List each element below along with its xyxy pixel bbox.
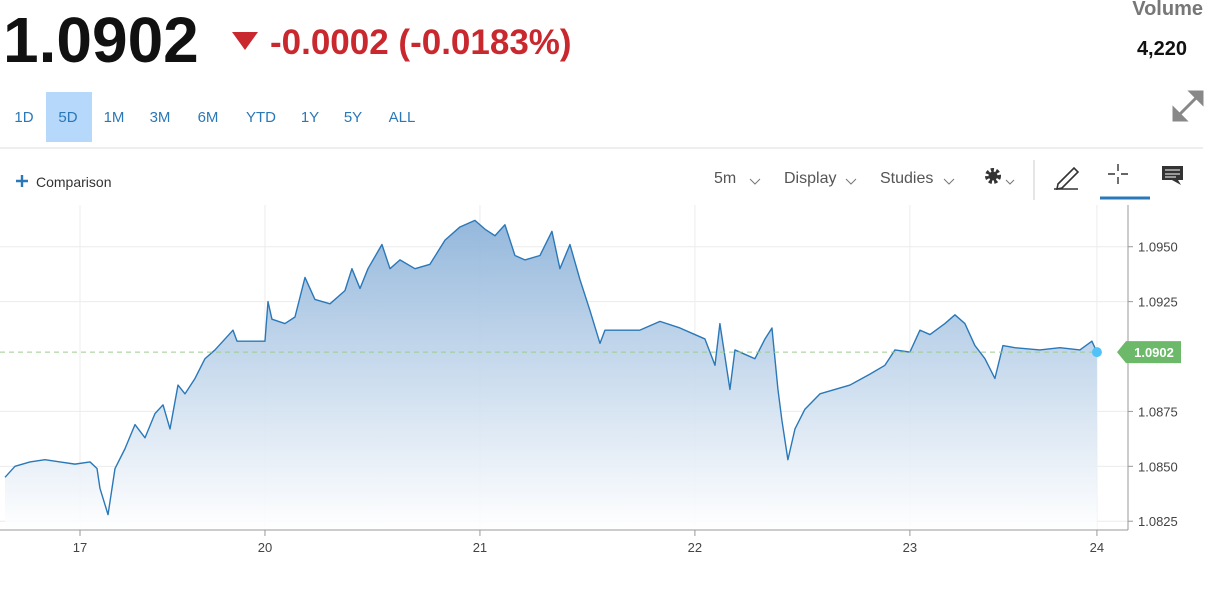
- price-line: [4, 219, 1098, 516]
- y-tick-label: 1.0925: [1138, 295, 1178, 310]
- studies-menu[interactable]: Studies: [880, 170, 955, 187]
- draw-button[interactable]: [1054, 166, 1080, 191]
- x-tick-label: 20: [258, 540, 272, 555]
- last-price-tag: [1117, 341, 1181, 364]
- range-label: 5Y: [344, 109, 362, 126]
- comparison-label: Comparison: [36, 174, 111, 190]
- range-label: 1M: [104, 109, 125, 126]
- x-tick-label: 22: [688, 540, 702, 555]
- y-tick-label: 1.0950: [1138, 240, 1178, 255]
- range-button[interactable]: 5Y: [344, 109, 362, 126]
- range-button[interactable]: 5D: [46, 92, 92, 142]
- x-tick-label: 24: [1090, 540, 1104, 555]
- chevron: [749, 178, 761, 185]
- interval-label: 5m: [714, 170, 736, 187]
- y-tick-label: 1.0875: [1138, 404, 1178, 419]
- x-tick-label: 17: [73, 540, 87, 555]
- range-button[interactable]: 6M: [198, 109, 219, 126]
- settings-button[interactable]: [985, 168, 1015, 185]
- range-button[interactable]: ALL: [389, 109, 416, 126]
- range-button[interactable]: 1D: [14, 109, 33, 126]
- x-tick-label: 21: [473, 540, 487, 555]
- range-button[interactable]: 1Y: [301, 109, 319, 126]
- range-button[interactable]: 3M: [150, 109, 171, 126]
- gear-core: [988, 171, 998, 181]
- y-tick-label: 1.0825: [1138, 514, 1178, 529]
- interval-menu[interactable]: 5m: [714, 170, 761, 187]
- gear-icon: [985, 168, 1001, 184]
- range-label: YTD: [246, 109, 276, 126]
- comparison-button[interactable]: Comparison: [16, 174, 111, 190]
- crosshair-button[interactable]: [1108, 164, 1128, 184]
- studies-label: Studies: [880, 170, 933, 187]
- range-label: 3M: [150, 109, 171, 126]
- volume-label: Volume: [1132, 0, 1203, 20]
- expand-icon[interactable]: [1172, 90, 1204, 122]
- range-label: 1Y: [301, 109, 319, 126]
- price: 1.0902: [3, 4, 199, 76]
- chevron: [943, 178, 955, 185]
- down-arrow: [232, 32, 258, 50]
- volume-value: 4,220: [1137, 38, 1187, 60]
- last-price-label: 1.0902: [1134, 345, 1174, 360]
- chevron: [1005, 179, 1015, 185]
- range-button[interactable]: YTD: [246, 109, 276, 126]
- chart: 1.0825 1.0850 1.0875 1.0925 1.0950 17 20 21 22 23…: [0, 205, 1181, 555]
- comment-button[interactable]: [1162, 166, 1183, 185]
- last-point: [1091, 347, 1102, 358]
- y-tick-label: 1.0850: [1138, 459, 1178, 474]
- area-fill: [5, 220, 1097, 530]
- price-change: -0.0002 (-0.0183%): [270, 23, 572, 62]
- range-label: 1D: [14, 109, 33, 126]
- x-tick-label: 23: [903, 540, 917, 555]
- chevron: [845, 178, 857, 185]
- range-bar: 1D 5D 1M 3M 6M YTD 1Y 5Y ALL: [14, 92, 415, 142]
- range-label: 5D: [58, 109, 77, 126]
- range-label: 6M: [198, 109, 219, 126]
- plus-icon: [16, 175, 28, 187]
- display-menu[interactable]: Display: [784, 170, 857, 187]
- range-label: ALL: [389, 109, 416, 126]
- display-label: Display: [784, 170, 836, 187]
- range-button[interactable]: 1M: [104, 109, 125, 126]
- range-selected-bg: [46, 92, 92, 142]
